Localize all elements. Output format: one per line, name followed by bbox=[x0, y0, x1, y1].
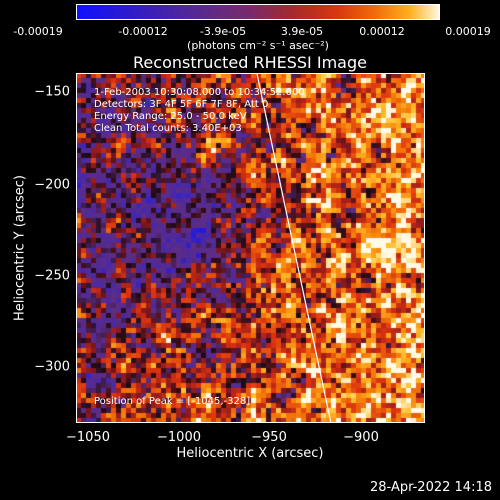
y-tick-label: −150 bbox=[34, 84, 70, 100]
x-tick-label: −1050 bbox=[66, 430, 110, 445]
colorbar bbox=[76, 4, 440, 20]
x-tick-label: −1000 bbox=[157, 430, 201, 445]
solar-limb-line bbox=[256, 73, 332, 423]
heatmap-image bbox=[76, 73, 425, 423]
colorbar-tick: -3.9e-05 bbox=[199, 25, 247, 38]
timestamp: 28-Apr-2022 14:18 bbox=[370, 480, 492, 495]
x-axis-label: Heliocentric X (arcsec) bbox=[176, 446, 324, 461]
y-tick-label: −200 bbox=[34, 177, 70, 193]
info-time-range: 1-Feb-2003 10:30:08.000 to 10:34:52.000 bbox=[94, 87, 305, 98]
plot-overlay bbox=[256, 73, 332, 423]
heatmap-plot-area bbox=[76, 73, 425, 423]
info-energy-range: Energy Range: 25.0 - 50.0 keV bbox=[94, 111, 247, 122]
x-tick-label: −900 bbox=[343, 430, 379, 445]
colorbar-tick: 3.9e-05 bbox=[280, 25, 324, 38]
colorbar-tick: 0.00012 bbox=[359, 25, 405, 38]
y-tick-label: −300 bbox=[34, 359, 70, 375]
colorbar-tick: 0.00019 bbox=[445, 25, 491, 38]
info-peak-position: Position of Peak = [-1045,-328] bbox=[94, 396, 251, 407]
colorbar-unit-label: (photons cm⁻² s⁻¹ asec⁻²) bbox=[187, 39, 329, 52]
x-tick-label: −950 bbox=[251, 430, 287, 445]
chart-title: Reconstructed RHESSI Image bbox=[133, 53, 367, 72]
y-tick-label: −250 bbox=[34, 268, 70, 284]
colorbar-tick: -0.00012 bbox=[118, 25, 168, 38]
colorbar-tick: -0.00019 bbox=[13, 25, 63, 38]
info-clean-counts: Clean Total counts: 3.40E+03 bbox=[94, 123, 242, 134]
y-axis-label: Heliocentric Y (arcsec) bbox=[12, 175, 28, 321]
info-detectors: Detectors: 3F 4F 5F 6F 7F 8F, Att 0 bbox=[94, 99, 269, 110]
